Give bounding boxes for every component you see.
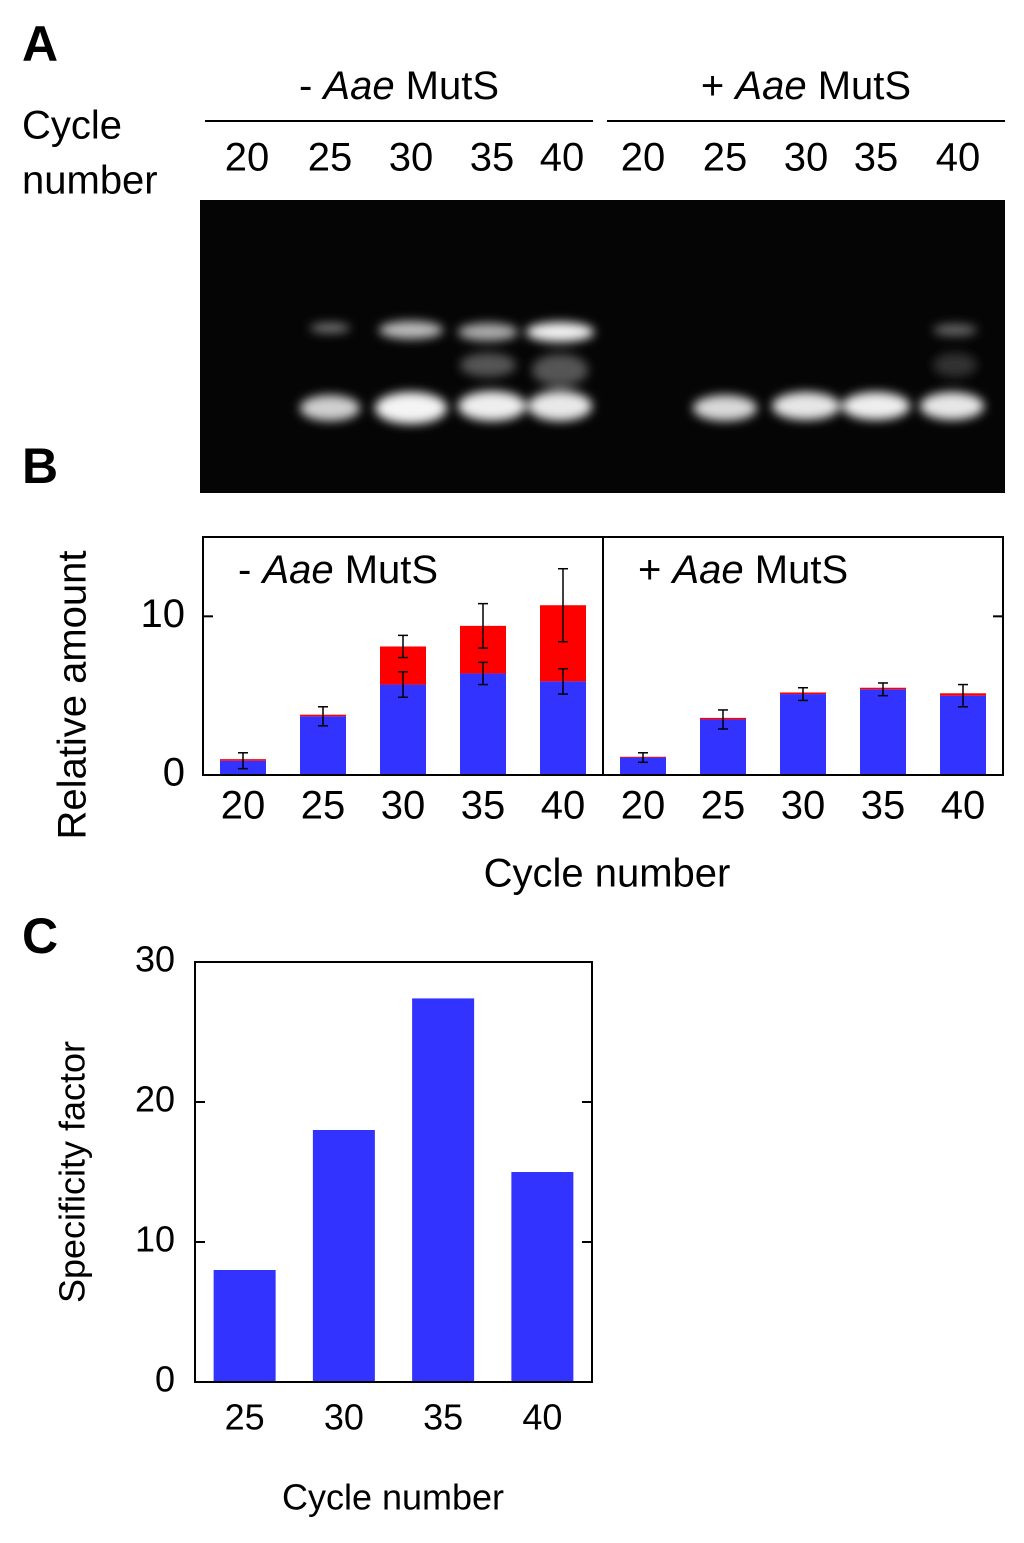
- bar-segment: [380, 684, 426, 775]
- group-label-part: +: [701, 64, 735, 108]
- group-label: + Aae MutS: [638, 548, 848, 592]
- group-label: + Aae MutS: [701, 64, 911, 108]
- gel-image: [200, 200, 1005, 493]
- lane-label: 40: [936, 136, 981, 180]
- y-tick-label: 10: [141, 592, 186, 636]
- group-label-part: -: [299, 64, 323, 108]
- x-tick-label: 35: [423, 1397, 463, 1438]
- group-label-part: Aae: [670, 548, 743, 592]
- y-tick-label: 20: [135, 1079, 175, 1120]
- bar-segment: [540, 681, 586, 775]
- x-tick-label: 30: [324, 1397, 364, 1438]
- bar-segment: [940, 695, 986, 775]
- y-tick-label: 10: [135, 1219, 175, 1260]
- x-tick-label: 25: [301, 784, 346, 828]
- y-tick-label: 30: [135, 939, 175, 980]
- bar-segment: [620, 757, 666, 775]
- group-label-part: Aae: [733, 64, 806, 108]
- panel-label: B: [22, 438, 58, 494]
- group-label: - Aae MutS: [299, 64, 499, 108]
- group-label-part: -: [238, 548, 262, 592]
- bar: [312, 1130, 375, 1382]
- x-tick-label: 20: [221, 784, 266, 828]
- group-label: - Aae MutS: [238, 548, 438, 592]
- group-label-part: Aae: [321, 64, 394, 108]
- row-label: number: [22, 159, 158, 203]
- bar: [213, 1270, 276, 1382]
- y-tick-label: 0: [155, 1359, 175, 1400]
- lane-label: 25: [703, 136, 748, 180]
- row-label: Cycle: [22, 104, 122, 148]
- x-tick-label: 35: [861, 784, 906, 828]
- x-tick-label: 25: [701, 784, 746, 828]
- x-tick-label: 40: [941, 784, 986, 828]
- y-axis-label: Specificity factor: [52, 1041, 93, 1303]
- x-tick-label: 30: [781, 784, 826, 828]
- x-tick-label: 40: [541, 784, 586, 828]
- group-label-part: MutS: [807, 64, 911, 108]
- bar: [412, 998, 475, 1382]
- lane-label: 35: [854, 136, 899, 180]
- group-label-part: MutS: [395, 64, 499, 108]
- panel-label: A: [22, 16, 58, 72]
- gel-bands: [300, 321, 984, 424]
- plot-frame: [202, 536, 1004, 776]
- group-label-part: MutS: [744, 548, 848, 592]
- x-axis-label: Cycle number: [484, 852, 731, 896]
- lane-label: 30: [784, 136, 829, 180]
- x-tick-label: 25: [225, 1397, 265, 1438]
- bar: [511, 1172, 574, 1382]
- y-axis-label: Relative amount: [51, 550, 95, 839]
- lane-label: 35: [470, 136, 515, 180]
- x-tick-label: 30: [381, 784, 426, 828]
- bar-segment: [780, 694, 826, 775]
- gel-panel: [200, 200, 1005, 493]
- group-label-part: Aae: [260, 548, 333, 592]
- group-label-part: +: [638, 548, 672, 592]
- lane-label: 20: [225, 136, 270, 180]
- group-label-part: MutS: [334, 548, 438, 592]
- x-tick-label: 40: [522, 1397, 562, 1438]
- bar-segment: [460, 673, 506, 775]
- x-axis-label: Cycle number: [282, 1477, 504, 1518]
- y-tick-label: 0: [163, 751, 185, 795]
- panel-label: C: [22, 908, 58, 964]
- lane-label: 25: [308, 136, 353, 180]
- bar-segment: [860, 689, 906, 775]
- lane-label: 30: [389, 136, 434, 180]
- x-tick-label: 35: [461, 784, 506, 828]
- lane-label: 20: [621, 136, 666, 180]
- lane-label: 40: [540, 136, 585, 180]
- plot-frame: [194, 961, 593, 1383]
- x-tick-label: 20: [621, 784, 666, 828]
